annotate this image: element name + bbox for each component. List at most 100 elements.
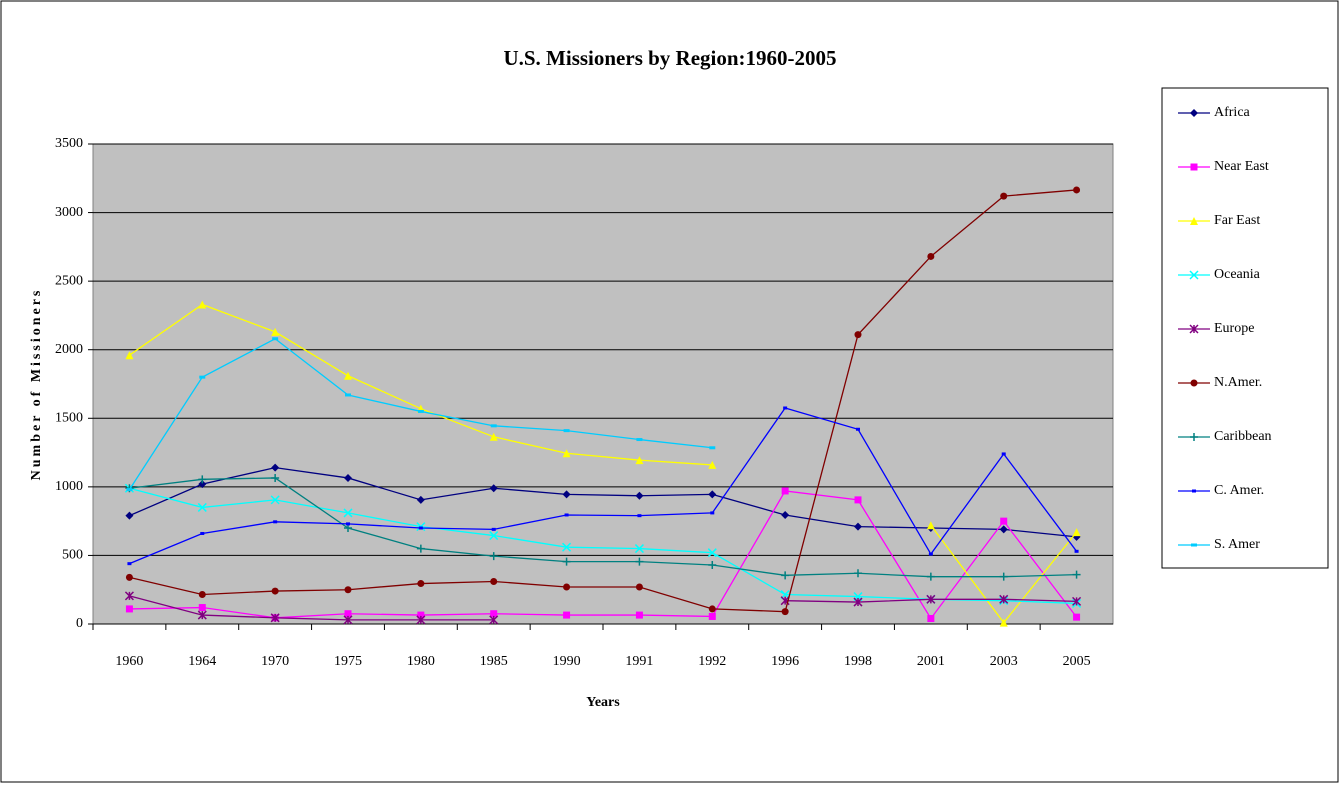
x-tick-label: 1996 [771,654,799,669]
marker [490,610,498,618]
marker [198,300,207,309]
marker [781,608,789,616]
marker [563,611,571,619]
marker [1190,163,1198,171]
marker [344,473,352,482]
x-axis-label: Years [586,695,620,710]
marker [1191,543,1197,547]
marker [343,615,353,625]
x-tick-label: 2001 [917,654,945,669]
marker [346,522,350,526]
marker [1189,270,1199,280]
marker [417,580,425,588]
marker [489,484,498,493]
marker [418,526,423,530]
marker [635,611,643,619]
marker [343,508,353,518]
marker [124,591,134,601]
marker [926,572,935,581]
x-tick-label: 1985 [480,654,508,669]
marker [999,572,1008,581]
marker [635,557,644,566]
y-axis-label: Number of Missioners [29,288,44,481]
marker [344,586,352,594]
marker [1072,528,1081,537]
marker [634,544,644,554]
marker [853,597,863,607]
marker [781,487,789,495]
marker [198,475,207,484]
legend-label: Africa [1214,105,1251,120]
marker [417,611,425,619]
legend-label: C. Amer. [1214,483,1264,498]
marker [271,463,280,472]
marker [344,610,352,618]
marker [709,446,716,450]
series-line [129,487,1077,605]
marker [127,562,132,566]
marker [345,393,351,397]
plot-area [92,143,1114,625]
marker [198,604,206,612]
marker [417,409,424,413]
marker [635,456,644,465]
x-tick-label: 1991 [625,654,653,669]
marker [563,429,570,433]
marker [636,438,643,442]
marker [416,615,426,625]
marker [1074,549,1079,553]
x-tick-label: 1960 [115,654,143,669]
marker [490,424,497,428]
marker [270,613,280,623]
marker [344,371,352,380]
chart-title: U.S. Missioners by Region:1960-2005 [503,46,836,70]
marker [926,521,935,530]
marker [1000,517,1008,525]
marker [1189,324,1199,334]
marker [927,252,935,260]
marker [710,511,715,515]
legend-label: Oceania [1214,267,1261,282]
y-tick-label: 1000 [55,479,83,494]
marker [1190,217,1198,225]
marker [416,495,425,504]
marker [1190,433,1198,441]
marker [707,548,717,558]
legend-label: Caribbean [1214,429,1272,444]
marker [856,427,860,431]
marker [999,525,1008,534]
marker [126,488,133,492]
marker [198,480,207,489]
x-tick-label: 1990 [553,654,581,669]
marker [1073,186,1081,194]
marker [273,520,278,524]
marker [1001,452,1006,456]
marker [854,569,862,578]
marker [854,496,862,504]
marker [125,511,134,520]
y-tick-label: 2000 [55,342,83,357]
marker [200,531,205,535]
marker [999,594,1009,604]
x-tick-label: 1970 [261,654,289,669]
marker [271,327,280,336]
marker [708,605,716,613]
marker [781,510,790,519]
marker [197,610,207,620]
marker [1192,489,1196,493]
marker [708,460,717,469]
marker [1072,596,1082,606]
x-tick-label: 1998 [844,654,872,669]
legend-label: Near East [1214,159,1269,174]
marker [854,331,862,339]
marker [1073,613,1081,621]
x-tick-label: 2003 [990,654,1018,669]
legend-label: N.Amer. [1214,375,1262,390]
marker [564,513,569,517]
marker [562,449,571,458]
marker [781,571,790,580]
series-line [129,407,1078,565]
marker [489,552,498,561]
legend-label: S. Amer [1214,537,1260,552]
